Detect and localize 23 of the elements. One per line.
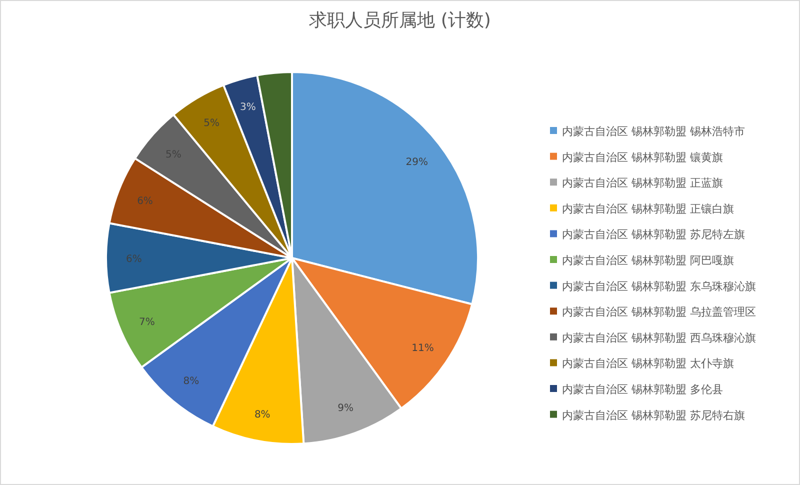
- legend-label: 内蒙古自治区 锡林郭勒盟 锡林浩特市: [562, 125, 745, 138]
- chart-title: 求职人员所属地 (计数): [309, 10, 491, 31]
- legend-label: 内蒙古自治区 锡林郭勒盟 正镶白旗: [562, 202, 734, 216]
- legend-label: 内蒙古自治区 锡林郭勒盟 阿巴嘎旗: [562, 254, 734, 267]
- data-label: 6%: [126, 254, 142, 265]
- data-label: 8%: [183, 376, 200, 387]
- data-label: 8%: [254, 409, 270, 420]
- legend-label: 内蒙古自治区 锡林郭勒盟 正蓝旗: [562, 176, 723, 190]
- legend-label: 内蒙古自治区 锡林郭勒盟 太仆寺旗: [562, 357, 734, 370]
- data-label: 29%: [406, 157, 428, 168]
- data-label: 5%: [204, 118, 220, 129]
- data-label: 6%: [137, 196, 153, 207]
- legend-label: 内蒙古自治区 锡林郭勒盟 多伦县: [562, 383, 723, 396]
- data-label: 7%: [138, 316, 155, 328]
- data-label: 11%: [412, 342, 434, 354]
- data-label: 3%: [240, 102, 256, 114]
- legend-label: 内蒙古自治区 锡林郭勒盟 乌拉盖管理区: [562, 306, 756, 319]
- legend-label: 内蒙古自治区 锡林郭勒盟 苏尼特右旗: [562, 408, 745, 422]
- legend-label: 内蒙古自治区 锡林郭勒盟 东乌珠穆沁旗: [562, 280, 756, 293]
- data-label: 9%: [338, 402, 354, 414]
- legend-label: 内蒙古自治区 锡林郭勒盟 苏尼特左旗: [562, 228, 745, 242]
- legend-label: 内蒙古自治区 锡林郭勒盟 镶黄旗: [562, 150, 723, 164]
- legend-label: 内蒙古自治区 锡林郭勒盟 西乌珠穆沁旗: [562, 331, 756, 344]
